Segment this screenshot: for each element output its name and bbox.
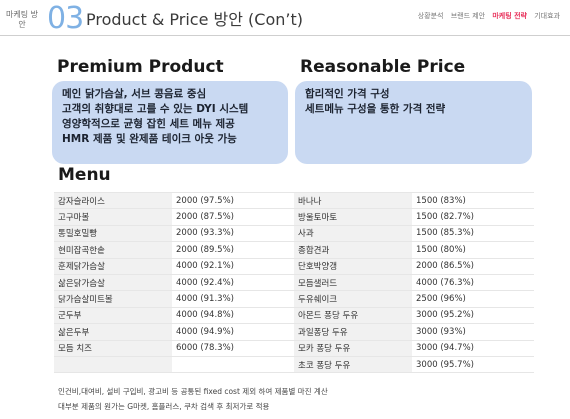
menu-item-price: 3000 (95.7%) <box>412 355 534 374</box>
premium-line: HMR 제품 및 완제품 테이크 아웃 가능 <box>62 133 237 145</box>
menu-item-price <box>172 355 294 374</box>
menu-item-name: 과일퐁당 두유 <box>294 323 412 341</box>
menu-item-name: 삶은두부 <box>54 323 172 341</box>
menu-item-price: 2000 (86.5%) <box>412 257 534 275</box>
menu-item-price: 3000 (95.2%) <box>412 306 534 325</box>
menu-item-price: 2500 (96%) <box>412 290 534 308</box>
menu-item-price: 1500 (82.7%) <box>412 208 534 226</box>
menu-item-price: 4000 (94.8%) <box>172 306 294 325</box>
table-row: 닭가슴살미트볼 4000 (91.3%) 두유쉐이크 2500 (96%) <box>54 290 534 308</box>
menu-item-name <box>54 355 172 374</box>
menu-item-name: 모듬샐러드 <box>294 273 412 292</box>
menu-item-price: 2000 (93.3%) <box>172 224 294 243</box>
menu-item-price: 1500 (83%) <box>412 191 534 210</box>
menu-item-price: 2000 (89.5%) <box>172 241 294 259</box>
header: 마케팅 방안 03 Product & Price 방안 (Con’t) 상황분… <box>0 0 570 40</box>
menu-item-name: 군두부 <box>54 306 172 325</box>
page-title: Product & Price 방안 (Con’t) <box>86 10 303 29</box>
menu-item-price: 1500 (85.3%) <box>412 224 534 243</box>
menu-item-name: 종합견과 <box>294 241 412 259</box>
menu-item-name: 단호박양갱 <box>294 257 412 275</box>
table-row: 모듬 치즈 6000 (78.3%) 모카 퐁당 두유 3000 (94.7%) <box>54 339 534 357</box>
menu-item-price: 2000 (87.5%) <box>172 208 294 226</box>
menu-item-price: 4000 (91.3%) <box>172 290 294 308</box>
table-row: 현미잡곡한솥 2000 (89.5%) 종합견과 1500 (80%) <box>54 241 534 259</box>
table-row: 군두부 4000 (94.8%) 아몬드 퐁당 두유 3000 (95.2%) <box>54 306 534 325</box>
nav-item-analysis[interactable]: 상황분석 <box>417 12 444 20</box>
section-label: 마케팅 방안 <box>6 10 38 29</box>
table-row: 삶은두부 4000 (94.9%) 과일퐁당 두유 3000 (93%) <box>54 323 534 341</box>
menu-item-name: 초코 퐁당 두유 <box>294 355 412 374</box>
footnote: 인건비,대여비, 설비 구입비, 광고비 등 공통된 fixed cost 제외… <box>58 387 328 396</box>
menu-item-name: 아몬드 퐁당 두유 <box>294 306 412 325</box>
table-row: 삶은닭가슴살 4000 (92.4%) 모듬샐러드 4000 (76.3%) <box>54 273 534 292</box>
premium-line: 메인 닭가슴살, 서브 콩음료 중심 <box>62 88 207 100</box>
menu-item-name: 두유쉐이크 <box>294 290 412 308</box>
menu-item-price: 4000 (92.4%) <box>172 273 294 292</box>
menu-item-name: 방울토마토 <box>294 208 412 226</box>
nav-item-brand[interactable]: 브랜드 제안 <box>450 12 486 20</box>
table-row: 훈제닭가슴살 4000 (92.1%) 단호박양갱 2000 (86.5%) <box>54 257 534 275</box>
premium-line: 고객의 취향대로 고를 수 있는 DYI 시스템 <box>62 103 249 115</box>
menu-item-name: 삶은닭가슴살 <box>54 273 172 292</box>
table-row: 고구마볼 2000 (87.5%) 방울토마토 1500 (82.7%) <box>54 208 534 226</box>
table-row: 통밀호밀빵 2000 (93.3%) 사과 1500 (85.3%) <box>54 224 534 243</box>
header-divider <box>0 35 570 36</box>
menu-item-name: 바나나 <box>294 191 412 210</box>
menu-item-price: 6000 (78.3%) <box>172 339 294 357</box>
menu-item-price: 1500 (80%) <box>412 241 534 259</box>
price-line: 합리적인 가격 구성 <box>305 88 390 100</box>
breadcrumb: 상황분석 브랜드 제안 마케팅 전략 기대효과 <box>413 11 560 21</box>
menu-title: Menu <box>58 165 111 185</box>
premium-box: 메인 닭가슴살, 서브 콩음료 중심 고객의 취향대로 고를 수 있는 DYI … <box>52 81 288 164</box>
nav-item-effect[interactable]: 기대효과 <box>534 12 560 20</box>
premium-line: 영양학적으로 균형 잡힌 세트 메뉴 제공 <box>62 118 235 130</box>
menu-item-name: 감자슬라이스 <box>54 191 172 210</box>
menu-item-price: 2000 (97.5%) <box>172 191 294 210</box>
menu-item-price: 4000 (94.9%) <box>172 323 294 341</box>
premium-title: Premium Product <box>57 57 224 77</box>
menu-item-name: 사과 <box>294 224 412 243</box>
menu-item-name: 훈제닭가슴살 <box>54 257 172 275</box>
table-row: 초코 퐁당 두유 3000 (95.7%) <box>54 355 534 374</box>
menu-item-price: 3000 (94.7%) <box>412 339 534 357</box>
section-number: 03 <box>47 1 84 36</box>
footnote: 대부분 제품의 원가는 G마켓, 홈플러스, 쿠차 검색 후 최저가로 적용 <box>58 402 270 411</box>
price-title: Reasonable Price <box>300 57 466 77</box>
menu-item-price: 3000 (93%) <box>412 323 534 341</box>
menu-table: 감자슬라이스 2000 (97.5%) 바나나 1500 (83%) 고구마볼 2000 … <box>54 191 534 374</box>
menu-item-name: 닭가슴살미트볼 <box>54 290 172 308</box>
menu-item-name: 고구마볼 <box>54 208 172 226</box>
table-row: 감자슬라이스 2000 (97.5%) 바나나 1500 (83%) <box>54 191 534 210</box>
menu-item-name: 모듬 치즈 <box>54 339 172 357</box>
price-box: 합리적인 가격 구성 세트메뉴 구성을 통한 가격 전략 <box>295 81 532 164</box>
menu-item-name: 통밀호밀빵 <box>54 224 172 243</box>
menu-item-price: 4000 (92.1%) <box>172 257 294 275</box>
menu-item-name: 모카 퐁당 두유 <box>294 339 412 357</box>
nav-item-marketing[interactable]: 마케팅 전략 <box>492 12 527 20</box>
menu-item-name: 현미잡곡한솥 <box>54 241 172 259</box>
menu-item-price: 4000 (76.3%) <box>412 273 534 292</box>
price-line: 세트메뉴 구성을 통한 가격 전략 <box>305 103 446 115</box>
